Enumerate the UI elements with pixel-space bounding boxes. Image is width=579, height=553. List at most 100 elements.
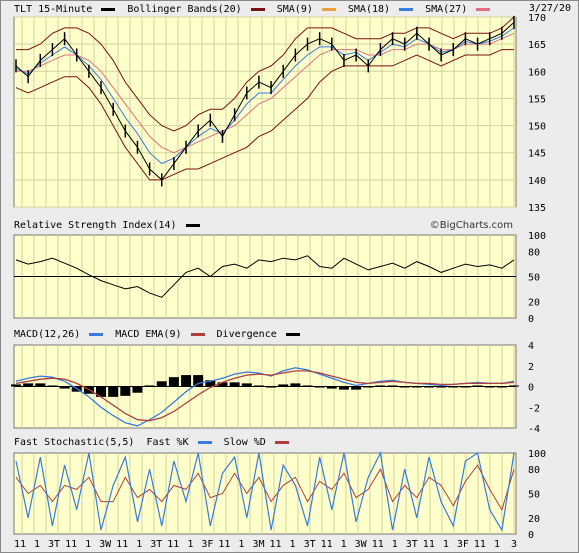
divergence-bar (120, 386, 131, 396)
sma27-legend: SMA(27) (425, 4, 468, 15)
x-tick-label: 11 (269, 539, 281, 550)
rsi-tick-label: 80 (528, 248, 540, 259)
divergence-bar (460, 386, 471, 388)
date-label: 3/27/20 (528, 3, 571, 14)
stoch-tick-label: 80 (528, 465, 540, 476)
price-legend-title: TLT 15-Minute (14, 4, 93, 15)
x-tick-label: 3W (355, 539, 368, 550)
x-tick-label: 11 (14, 539, 26, 550)
sma18-swatch (399, 7, 414, 11)
divergence-bar (266, 386, 277, 388)
price-swatch (101, 7, 116, 11)
fastk-legend: Fast %K (146, 437, 189, 448)
x-tick-label: 1 (187, 539, 193, 550)
divergence-bar (278, 384, 289, 387)
divergence-bar (59, 386, 70, 389)
rsi-tick-label: 20 (528, 297, 540, 308)
x-tick-label: 1 (443, 539, 449, 550)
divergence-bar (241, 383, 252, 387)
macd-swatch (89, 332, 104, 336)
divergence-bar (399, 386, 410, 388)
rsi-legend: Relative Strength Index(14) (14, 219, 206, 233)
x-tick-label: 1 (494, 539, 500, 550)
price-tick-label: 150 (528, 122, 546, 133)
sma9-swatch (321, 7, 336, 11)
macd-tick-label: 4 (528, 341, 534, 352)
divergence-bar (363, 386, 374, 388)
rsi-tick-label: 0 (528, 314, 534, 325)
macd-ema-legend: MACD EMA(9) (115, 329, 182, 340)
divergence-bar (96, 386, 107, 397)
x-tick-label: 11 (65, 539, 77, 550)
x-tick-label: 1 (136, 539, 142, 550)
rsi-line (15, 255, 515, 298)
price-tick-label: 165 (528, 40, 546, 51)
x-tick-label: 3M (252, 539, 264, 550)
x-tick-label: 3T (406, 539, 418, 550)
macd-tick-label: -2 (528, 403, 540, 414)
divergence-bar (181, 375, 192, 387)
x-tick-label: 11 (423, 539, 435, 550)
divergence-bar (448, 386, 459, 388)
x-tick-label: 11 (372, 539, 384, 550)
stoch-legend-title: Fast Stochastic(5,5) (14, 437, 135, 448)
divergence-bar (436, 386, 447, 388)
x-tick-label: 3T (150, 539, 162, 550)
divergence-bar (387, 385, 398, 387)
x-tick-label: 11 (474, 539, 486, 550)
fastk-line (15, 451, 515, 532)
divergence-bar (229, 382, 240, 387)
copyright-label: ©BigCharts.com (429, 220, 513, 231)
price-plot (13, 16, 517, 208)
sma27-swatch (476, 7, 491, 11)
divergence-bar (193, 375, 204, 387)
rsi-tick-label: 50 (528, 273, 540, 284)
macd-legend: MACD(12,26) MACD EMA(9) Divergence (14, 328, 306, 342)
bollinger-swatch (250, 7, 265, 11)
stoch-tick-label: 100 (528, 449, 546, 460)
divergence-bar (132, 386, 143, 393)
slowd-legend: Slow %D (223, 437, 266, 448)
divergence-bar (144, 385, 155, 387)
stoch-legend: Fast Stochastic(5,5) Fast %K Slow %D (14, 436, 295, 450)
x-tick-label: 11 (167, 539, 179, 550)
divergence-bar (351, 386, 362, 390)
divergence-bar (375, 385, 386, 387)
x-tick-label: 1 (341, 539, 347, 550)
price-tick-label: 135 (528, 203, 546, 214)
divergence-bar (326, 386, 337, 389)
fastk-swatch (197, 440, 212, 444)
divergence-bar (314, 386, 325, 388)
divergence-bar (509, 385, 519, 387)
divergence-bar (168, 377, 179, 387)
x-tick-label: 1 (85, 539, 91, 550)
price-tick-label: 140 (528, 176, 546, 187)
x-tick-label: 11 (218, 539, 230, 550)
price-line (15, 22, 515, 181)
divergence-bar (496, 386, 507, 388)
price-tick-label: 170 (528, 13, 546, 24)
x-tick-label: 3T (48, 539, 60, 550)
sma18-legend: SMA(18) (347, 4, 391, 15)
x-tick-label: 1 (238, 539, 244, 550)
divergence-bar (411, 386, 422, 388)
macd-legend-title: MACD(12,26) (14, 329, 81, 340)
x-tick-label: 1 (290, 539, 296, 550)
divergence-bar (253, 385, 264, 387)
divergence-swatch (285, 332, 300, 336)
divergence-bar (35, 383, 46, 387)
stoch-tick-label: 20 (528, 514, 540, 525)
x-tick-label: 1 (34, 539, 40, 550)
bollinger-legend: Bollinger Bands(20) (127, 4, 242, 15)
stoch-tick-label: 50 (528, 490, 540, 501)
macd-tick-label: 2 (528, 362, 534, 373)
divergence-bar (484, 386, 495, 388)
divergence-bar (156, 381, 167, 387)
x-tick-label: 3F (457, 539, 469, 550)
rsi-legend-title: Relative Strength Index(14) (14, 220, 177, 231)
price-tick-label: 145 (528, 149, 546, 160)
sma9-legend: SMA(9) (276, 4, 313, 15)
x-tick-label: 11 (321, 539, 333, 550)
divergence-bar (23, 383, 34, 387)
